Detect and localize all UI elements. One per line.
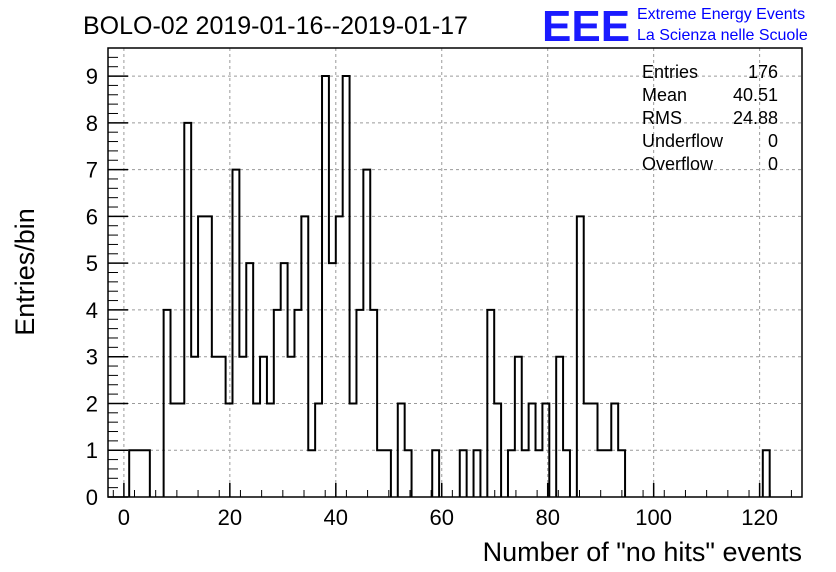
histogram-bin <box>198 216 205 497</box>
histogram-bin <box>191 357 198 497</box>
histogram-bin <box>164 310 171 497</box>
histogram-bin <box>598 450 605 497</box>
histogram-bin <box>267 403 274 497</box>
histogram-outline <box>128 75 771 497</box>
histogram-bin <box>363 170 370 497</box>
y-tick-label: 3 <box>86 345 98 370</box>
histogram-bin <box>308 450 315 497</box>
histogram-bin <box>494 403 501 497</box>
histogram-bin <box>253 403 260 497</box>
histogram-bin <box>577 216 584 497</box>
histogram-bin <box>542 403 549 497</box>
histogram-bin <box>315 403 322 497</box>
histogram-bin <box>356 310 363 497</box>
histogram-bin <box>536 450 543 497</box>
histogram-bin <box>508 450 515 497</box>
histogram-bin <box>246 263 253 497</box>
histogram-bin <box>474 450 481 497</box>
histogram-bin <box>384 450 391 497</box>
y-tick-label: 6 <box>86 204 98 229</box>
x-tick-label: 80 <box>535 505 559 530</box>
histogram-bin <box>219 357 226 497</box>
histogram-bin <box>377 450 384 497</box>
y-tick-label: 7 <box>86 158 98 183</box>
y-tick-label: 9 <box>86 64 98 89</box>
histogram-bin <box>288 357 295 497</box>
histogram-bin <box>522 450 529 497</box>
histogram-bin <box>398 403 405 497</box>
histogram-bin <box>370 310 377 497</box>
histogram-bin <box>205 216 212 497</box>
histogram-bin <box>232 170 239 497</box>
histogram-bin <box>350 403 357 497</box>
axis-ticks: 0 20 40 60 80 100 120 0 1 2 3 4 5 6 7 8 9 <box>86 47 792 530</box>
x-tick-label: 40 <box>324 505 348 530</box>
x-tick-label: 20 <box>218 505 242 530</box>
histogram-bin <box>618 450 625 497</box>
y-tick-label: 0 <box>86 485 98 510</box>
histogram-bin <box>239 357 246 497</box>
histogram-bin <box>322 76 329 497</box>
x-tick-label: 60 <box>430 505 454 530</box>
y-tick-label: 2 <box>86 391 98 416</box>
histogram-bin <box>529 403 536 497</box>
x-tick-label: 0 <box>118 505 130 530</box>
histogram-bin <box>591 403 598 497</box>
stat-label: Mean <box>642 85 687 105</box>
x-tick-label: 100 <box>635 505 672 530</box>
histogram-bin <box>301 216 308 497</box>
histogram-bin <box>212 357 219 497</box>
histogram-bin <box>556 357 563 497</box>
chart-title: BOLO-02 2019-01-16--2019-01-17 <box>83 12 468 40</box>
histogram-bin <box>177 403 184 497</box>
y-tick-label: 4 <box>86 298 98 323</box>
histogram-bin <box>460 450 467 497</box>
histogram-bin <box>143 450 150 497</box>
histogram-bin <box>329 263 336 497</box>
stat-value: 0 <box>768 131 778 151</box>
histogram-bin <box>487 310 494 497</box>
stat-value: 176 <box>748 62 778 82</box>
histogram-bars <box>128 75 771 497</box>
histogram-bin <box>343 76 350 497</box>
histogram-bin <box>611 403 618 497</box>
histogram-bin <box>184 123 191 497</box>
logo-line-2: La Scienza nelle Scuole <box>637 27 808 44</box>
histogram-bin <box>294 310 301 497</box>
stat-value: 0 <box>768 154 778 174</box>
logo-line-1: Extreme Energy Events <box>637 6 805 23</box>
x-axis-title: Number of "no hits" events <box>483 537 802 567</box>
histogram-bin <box>563 450 570 497</box>
stat-label: RMS <box>642 108 682 128</box>
y-tick-label: 5 <box>86 251 98 276</box>
stats-box: Entries 176 Mean 40.51 RMS 24.88 Underflow 0 Ove… <box>642 62 778 174</box>
stat-label: Underflow <box>642 131 724 151</box>
histogram-bin <box>405 450 412 497</box>
histogram-bin <box>260 357 267 497</box>
histogram-bin <box>274 310 281 497</box>
histogram-bin <box>432 450 439 497</box>
histogram-bin <box>515 357 522 497</box>
histogram-bin <box>281 263 288 497</box>
stat-label: Overflow <box>642 154 714 174</box>
eee-logo: EEE Extreme Energy Events La Scienza nel… <box>542 2 808 51</box>
histogram-bin <box>171 403 178 497</box>
histogram-bin <box>763 450 770 497</box>
logo-mark: EEE <box>542 2 630 51</box>
histogram-bin <box>226 403 233 497</box>
y-axis-title: Entries/bin <box>10 208 40 336</box>
stat-value: 40.51 <box>733 85 778 105</box>
stat-label: Entries <box>642 62 698 82</box>
histogram-bin <box>604 450 611 497</box>
x-tick-label: 120 <box>741 505 778 530</box>
y-tick-label: 1 <box>86 438 98 463</box>
histogram-bin <box>129 450 136 497</box>
y-tick-label: 8 <box>86 111 98 136</box>
histogram-bin <box>136 450 143 497</box>
stat-value: 24.88 <box>733 108 778 128</box>
histogram-bin <box>584 403 591 497</box>
histogram-bin <box>336 216 343 497</box>
